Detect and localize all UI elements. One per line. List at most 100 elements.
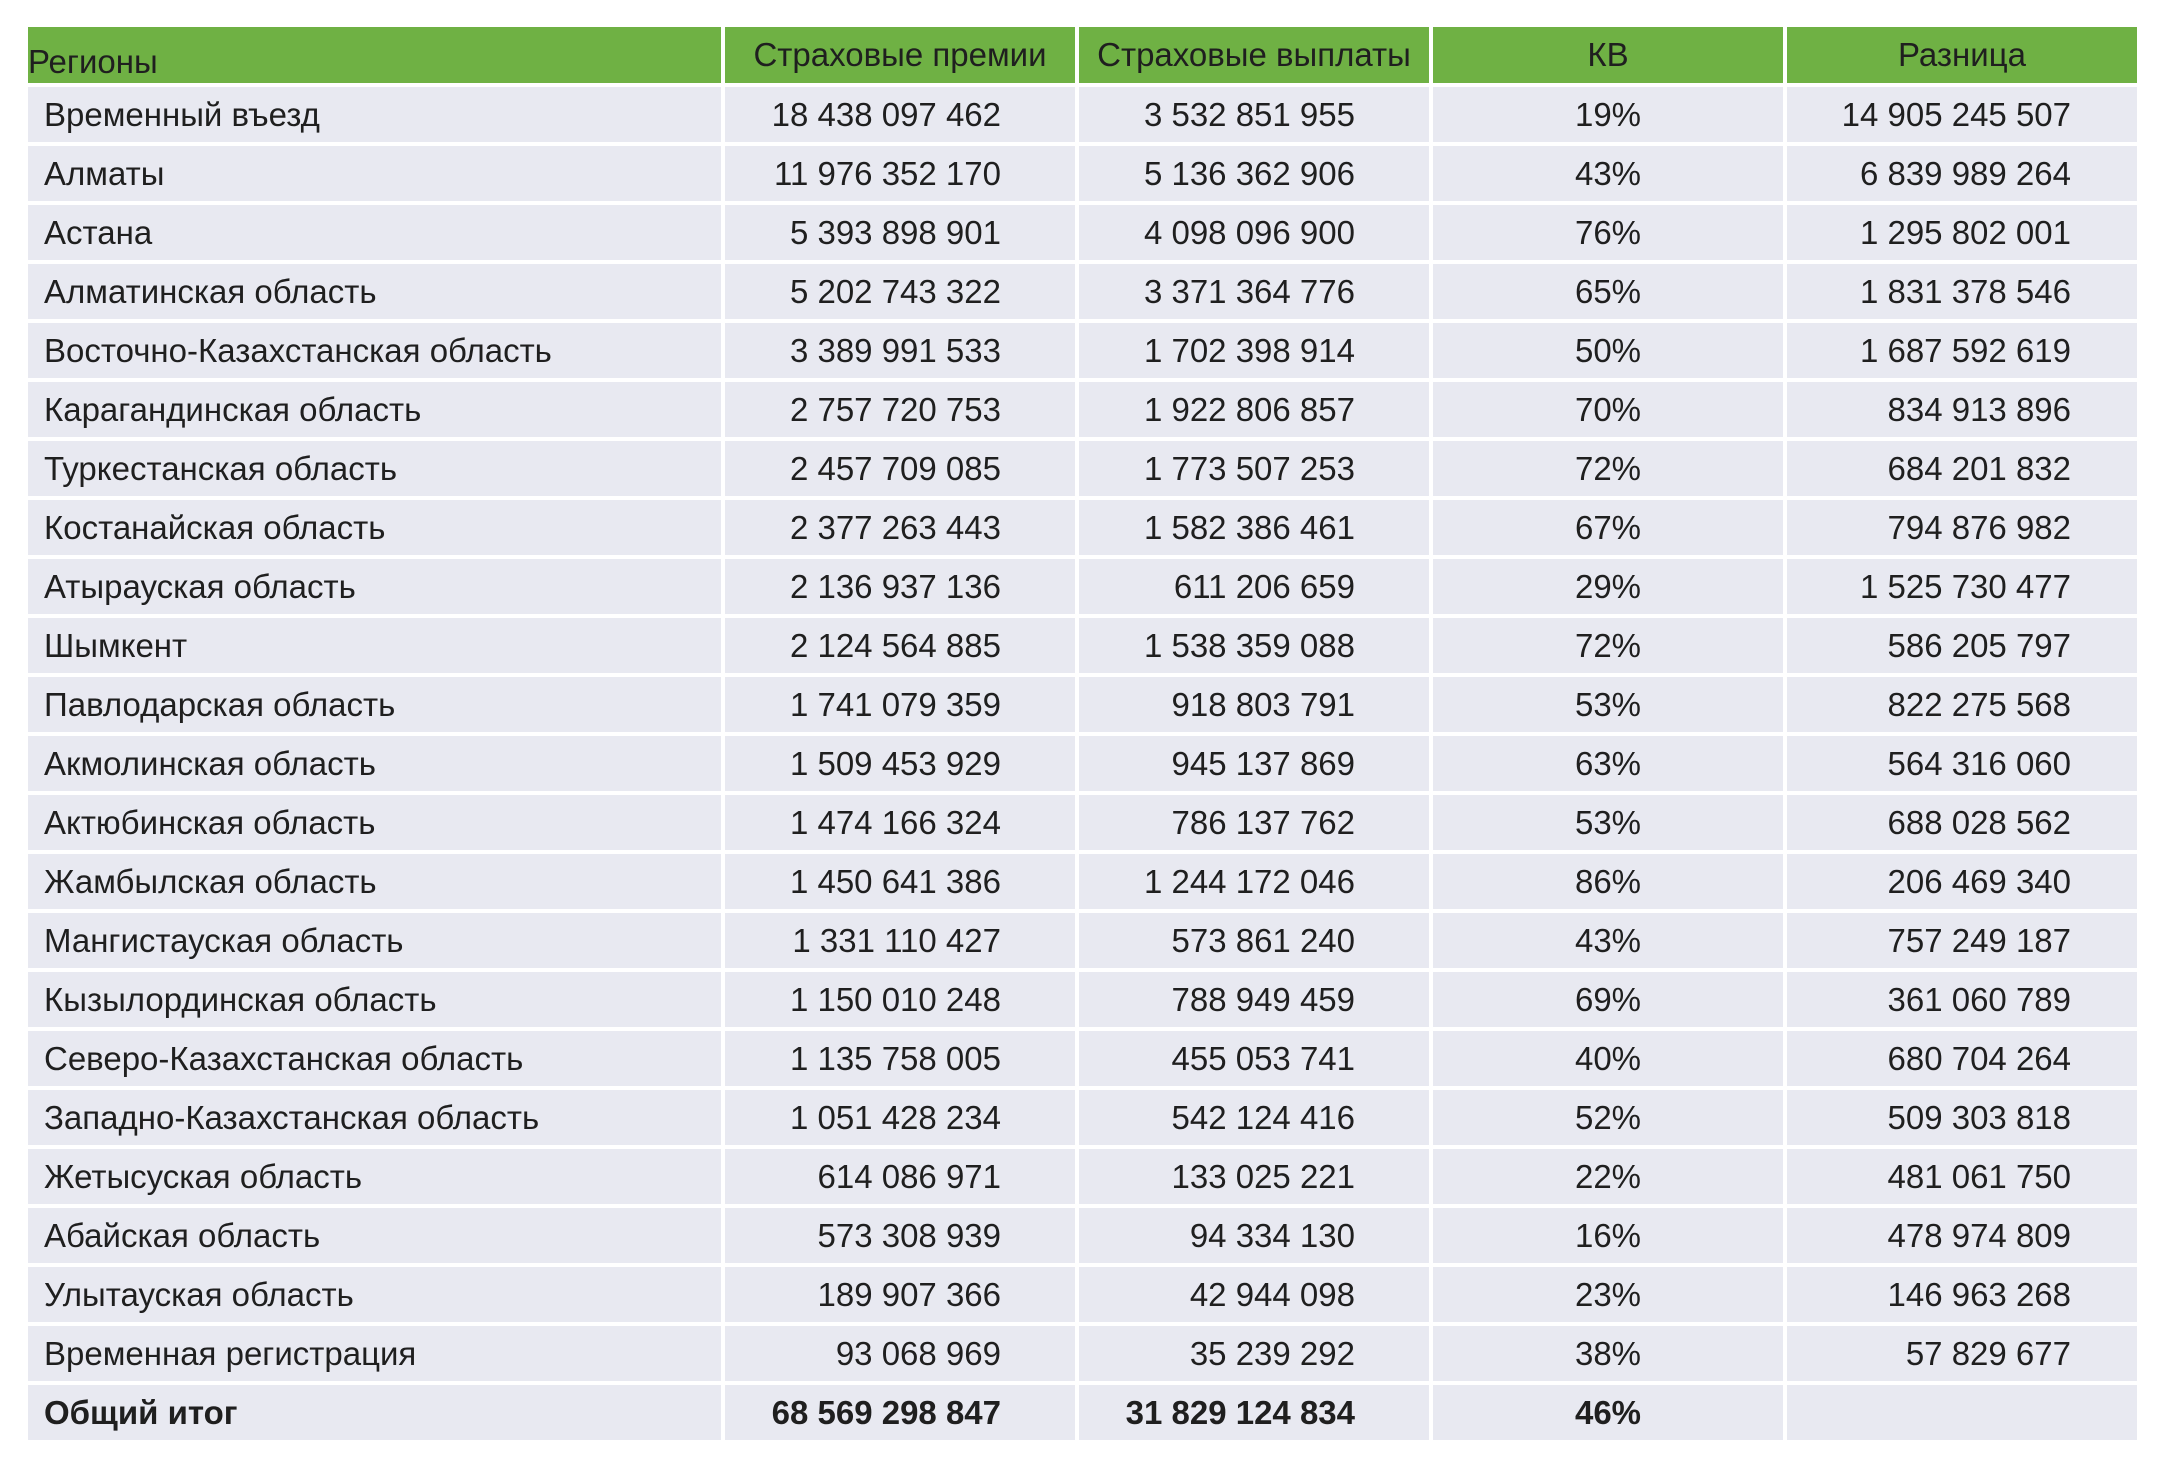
difference-cell: 822 275 568 bbox=[1787, 677, 2137, 732]
kv-cell: 63% bbox=[1433, 736, 1783, 791]
total-premiums-cell: 68 569 298 847 bbox=[725, 1385, 1075, 1440]
total-difference-cell bbox=[1787, 1385, 2137, 1440]
difference-cell: 478 974 809 bbox=[1787, 1208, 2137, 1263]
total-region-cell: Общий итог bbox=[28, 1385, 721, 1440]
region-cell: Павлодарская область bbox=[28, 677, 721, 732]
payouts-cell: 1 922 806 857 bbox=[1079, 382, 1429, 437]
total-payouts-cell: 31 829 124 834 bbox=[1079, 1385, 1429, 1440]
payouts-cell: 542 124 416 bbox=[1079, 1090, 1429, 1145]
total-kv-cell: 46% bbox=[1433, 1385, 1783, 1440]
payouts-cell: 4 098 096 900 bbox=[1079, 205, 1429, 260]
payouts-cell: 42 944 098 bbox=[1079, 1267, 1429, 1322]
kv-cell: 53% bbox=[1433, 677, 1783, 732]
table-row: Актюбинская область 1 474 166 324 786 137 … bbox=[28, 795, 2137, 850]
payouts-cell: 1 702 398 914 bbox=[1079, 323, 1429, 378]
premiums-cell: 1 450 641 386 bbox=[725, 854, 1075, 909]
table-row: Карагандинская область 2 757 720 753 1 922… bbox=[28, 382, 2137, 437]
table-row: Туркестанская область 2 457 709 085 1 773 … bbox=[28, 441, 2137, 496]
difference-cell: 757 249 187 bbox=[1787, 913, 2137, 968]
table-row: Временная регистрация 93 068 969 35 239 29… bbox=[28, 1326, 2137, 1381]
region-cell: Туркестанская область bbox=[28, 441, 721, 496]
premiums-cell: 1 135 758 005 bbox=[725, 1031, 1075, 1086]
table-row: Восточно-Казахстанская область 3 389 991 … bbox=[28, 323, 2137, 378]
table-row: Мангистауская область 1 331 110 427 573 86… bbox=[28, 913, 2137, 968]
header-payouts: Страховые выплаты bbox=[1079, 27, 1429, 83]
payouts-cell: 1 538 359 088 bbox=[1079, 618, 1429, 673]
premiums-cell: 1 509 453 929 bbox=[725, 736, 1075, 791]
table-row: Алматы 11 976 352 170 5 136 362 906 43% 6 83… bbox=[28, 146, 2137, 201]
table-row: Улытауская область 189 907 366 42 944 098 2… bbox=[28, 1267, 2137, 1322]
payouts-cell: 5 136 362 906 bbox=[1079, 146, 1429, 201]
kv-cell: 19% bbox=[1433, 87, 1783, 142]
kv-cell: 70% bbox=[1433, 382, 1783, 437]
premiums-cell: 3 389 991 533 bbox=[725, 323, 1075, 378]
table-row: Северо-Казахстанская область 1 135 758 00… bbox=[28, 1031, 2137, 1086]
premiums-cell: 11 976 352 170 bbox=[725, 146, 1075, 201]
kv-cell: 43% bbox=[1433, 146, 1783, 201]
payouts-cell: 133 025 221 bbox=[1079, 1149, 1429, 1204]
table-row: Временный въезд 18 438 097 462 3 532 851 9… bbox=[28, 87, 2137, 142]
payouts-cell: 1 244 172 046 bbox=[1079, 854, 1429, 909]
payouts-cell: 3 371 364 776 bbox=[1079, 264, 1429, 319]
difference-cell: 1 831 378 546 bbox=[1787, 264, 2137, 319]
kv-cell: 22% bbox=[1433, 1149, 1783, 1204]
difference-cell: 481 061 750 bbox=[1787, 1149, 2137, 1204]
premiums-cell: 2 757 720 753 bbox=[725, 382, 1075, 437]
premiums-cell: 18 438 097 462 bbox=[725, 87, 1075, 142]
premiums-cell: 1 474 166 324 bbox=[725, 795, 1075, 850]
region-cell: Шымкент bbox=[28, 618, 721, 673]
premiums-cell: 5 393 898 901 bbox=[725, 205, 1075, 260]
kv-cell: 50% bbox=[1433, 323, 1783, 378]
region-cell: Восточно-Казахстанская область bbox=[28, 323, 721, 378]
premiums-cell: 1 051 428 234 bbox=[725, 1090, 1075, 1145]
premiums-cell: 1 331 110 427 bbox=[725, 913, 1075, 968]
payouts-cell: 611 206 659 bbox=[1079, 559, 1429, 614]
difference-cell: 586 205 797 bbox=[1787, 618, 2137, 673]
table-total-row: Общий итог 68 569 298 847 31 829 124 834 46… bbox=[28, 1385, 2137, 1440]
difference-cell: 1 687 592 619 bbox=[1787, 323, 2137, 378]
region-cell: Абайская область bbox=[28, 1208, 721, 1263]
payouts-cell: 573 861 240 bbox=[1079, 913, 1429, 968]
premiums-cell: 2 124 564 885 bbox=[725, 618, 1075, 673]
kv-cell: 16% bbox=[1433, 1208, 1783, 1263]
header-kv: КВ bbox=[1433, 27, 1783, 83]
premiums-cell: 1 741 079 359 bbox=[725, 677, 1075, 732]
difference-cell: 680 704 264 bbox=[1787, 1031, 2137, 1086]
region-cell: Мангистауская область bbox=[28, 913, 721, 968]
region-cell: Атырауская область bbox=[28, 559, 721, 614]
payouts-cell: 3 532 851 955 bbox=[1079, 87, 1429, 142]
insurance-region-table: Регионы Страховые премии Страховые выпла… bbox=[24, 23, 2141, 1444]
kv-cell: 72% bbox=[1433, 618, 1783, 673]
payouts-cell: 1 582 386 461 bbox=[1079, 500, 1429, 555]
table-row: Алматинская область 5 202 743 322 3 371 36… bbox=[28, 264, 2137, 319]
kv-cell: 76% bbox=[1433, 205, 1783, 260]
kv-cell: 53% bbox=[1433, 795, 1783, 850]
table-row: Жетысуская область 614 086 971 133 025 221… bbox=[28, 1149, 2137, 1204]
region-cell: Актюбинская область bbox=[28, 795, 721, 850]
premiums-cell: 1 150 010 248 bbox=[725, 972, 1075, 1027]
premiums-cell: 614 086 971 bbox=[725, 1149, 1075, 1204]
payouts-cell: 1 773 507 253 bbox=[1079, 441, 1429, 496]
table-row: Астана 5 393 898 901 4 098 096 900 76% 1 295… bbox=[28, 205, 2137, 260]
difference-cell: 57 829 677 bbox=[1787, 1326, 2137, 1381]
difference-cell: 684 201 832 bbox=[1787, 441, 2137, 496]
premiums-cell: 189 907 366 bbox=[725, 1267, 1075, 1322]
difference-cell: 794 876 982 bbox=[1787, 500, 2137, 555]
difference-cell: 6 839 989 264 bbox=[1787, 146, 2137, 201]
table-row: Шымкент 2 124 564 885 1 538 359 088 72% 586 … bbox=[28, 618, 2137, 673]
payouts-cell: 35 239 292 bbox=[1079, 1326, 1429, 1381]
kv-cell: 67% bbox=[1433, 500, 1783, 555]
difference-cell: 834 913 896 bbox=[1787, 382, 2137, 437]
difference-cell: 14 905 245 507 bbox=[1787, 87, 2137, 142]
kv-cell: 65% bbox=[1433, 264, 1783, 319]
kv-cell: 29% bbox=[1433, 559, 1783, 614]
table-row: Костанайская область 2 377 263 443 1 582 3… bbox=[28, 500, 2137, 555]
payouts-cell: 918 803 791 bbox=[1079, 677, 1429, 732]
table-row: Акмолинская область 1 509 453 929 945 137 … bbox=[28, 736, 2137, 791]
difference-cell: 688 028 562 bbox=[1787, 795, 2137, 850]
premiums-cell: 93 068 969 bbox=[725, 1326, 1075, 1381]
region-cell: Кызылординская область bbox=[28, 972, 721, 1027]
header-regions: Регионы bbox=[28, 27, 721, 83]
region-cell: Временный въезд bbox=[28, 87, 721, 142]
difference-cell: 361 060 789 bbox=[1787, 972, 2137, 1027]
